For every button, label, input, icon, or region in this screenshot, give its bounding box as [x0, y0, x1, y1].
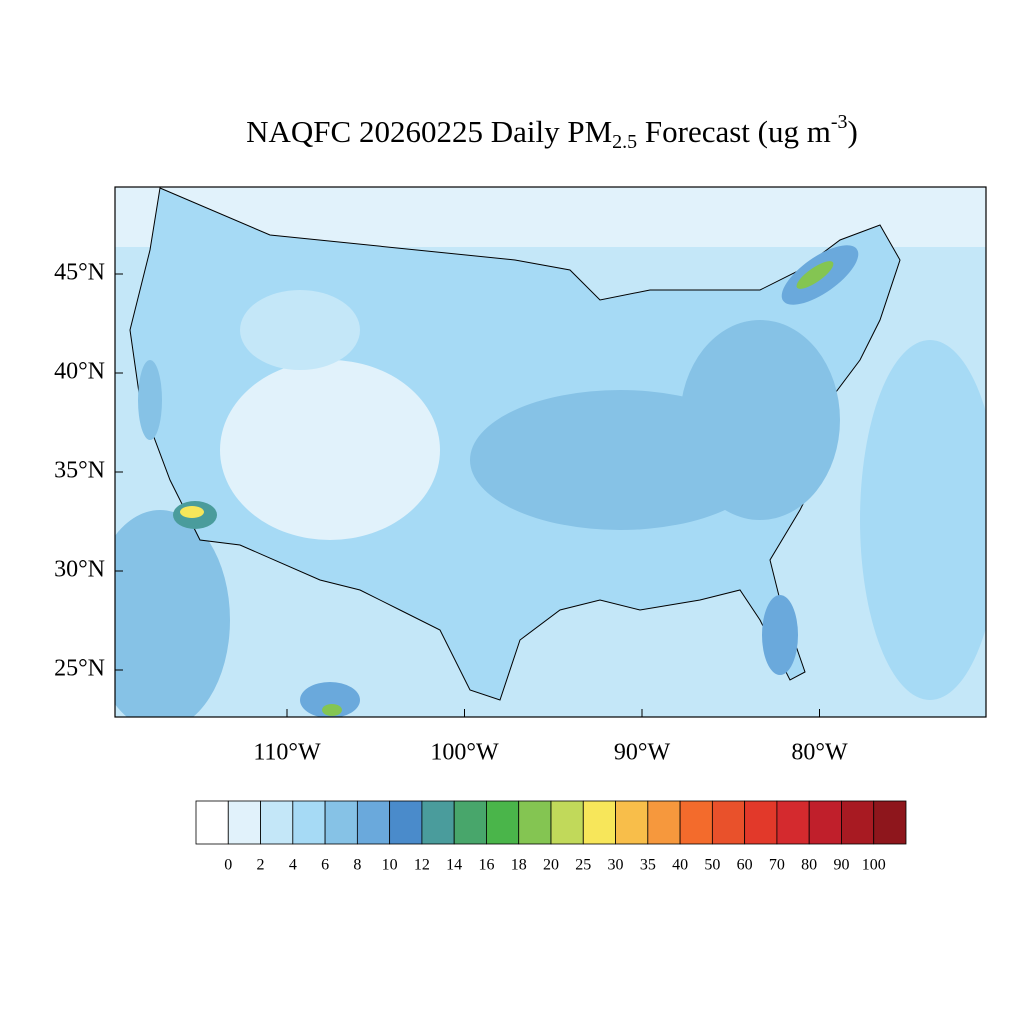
colorbar-label: 35 [640, 857, 656, 874]
clean-west [220, 360, 440, 540]
colorbar-label: 50 [704, 857, 720, 874]
quebec-hotspot [796, 261, 834, 289]
colorbar-box [292, 800, 326, 845]
colorbar-label: 12 [414, 857, 430, 874]
mexico-field [300, 682, 360, 717]
colorbar-label: 0 [224, 857, 232, 874]
map-frame [114, 186, 987, 718]
colorbar-label: 70 [769, 857, 785, 874]
east-field [680, 320, 840, 520]
colorbar-box [711, 800, 746, 845]
title-subscript: 2.5 [612, 131, 637, 153]
lat-label: 25°N [54, 656, 105, 682]
colorbar-label: 10 [382, 857, 398, 874]
colorbar-box [744, 800, 778, 845]
atlantic-field [860, 340, 986, 700]
colorbar-box [518, 800, 552, 845]
colorbar-box [808, 800, 842, 845]
colorbar-box [582, 800, 616, 845]
colorbar-box [389, 800, 423, 845]
colorbar-box [679, 800, 713, 845]
colorbar-box [841, 800, 875, 845]
la-hotspot [180, 506, 204, 518]
colorbar-box [227, 800, 261, 845]
colorbar-box [195, 800, 229, 845]
colorbar-label: 18 [511, 857, 527, 874]
pacific-field [115, 510, 230, 717]
lon-label: 90°W [614, 740, 671, 766]
colorbar-box [486, 800, 520, 845]
colorbar-box [550, 800, 584, 845]
colorbar-label: 16 [478, 857, 494, 874]
colorbar-label: 100 [862, 857, 886, 874]
lat-label: 40°N [54, 359, 105, 385]
colorbar-box [453, 800, 487, 845]
lat-label: 30°N [54, 557, 105, 583]
colorbar-label: 20 [543, 857, 559, 874]
lat-label: 45°N [54, 260, 105, 286]
lon-label: 100°W [430, 740, 499, 766]
central-valley [138, 360, 162, 440]
colorbar-label: 30 [608, 857, 624, 874]
mexico-hotspot [322, 704, 342, 716]
title-text: NAQFC 20260225 Daily PM [246, 114, 612, 149]
colorbar-box [615, 800, 649, 845]
map-field [115, 187, 986, 717]
title-text: ) [848, 114, 858, 149]
colorbar-label: 6 [321, 857, 329, 874]
colorbar-box [260, 800, 294, 845]
colorbar-box [356, 800, 391, 845]
colorbar-box [647, 800, 681, 845]
mountain-field [240, 290, 360, 370]
colorbar-box [776, 800, 810, 845]
title-text: Forecast (ug m [637, 114, 831, 149]
colorbar-label: 90 [833, 857, 849, 874]
map-title: NAQFC 20260225 Daily PM2.5 Forecast (ug … [246, 111, 858, 153]
colorbar-label: 8 [353, 857, 361, 874]
florida-field [762, 595, 798, 675]
title-superscript: -3 [831, 111, 848, 133]
colorbar-label: 80 [801, 857, 817, 874]
lat-label: 35°N [54, 458, 105, 484]
lon-label: 110°W [253, 740, 321, 766]
colorbar-label: 4 [289, 857, 297, 874]
colorbar-box [421, 800, 455, 845]
colorbar-label: 14 [446, 857, 462, 874]
colorbar-label: 25 [575, 857, 591, 874]
lon-label: 80°W [791, 740, 848, 766]
colorbar-label: 60 [737, 857, 753, 874]
colorbar-box [873, 800, 907, 845]
colorbar-label: 40 [672, 857, 688, 874]
colorbar-box [324, 800, 358, 845]
colorbar-label: 2 [257, 857, 265, 874]
